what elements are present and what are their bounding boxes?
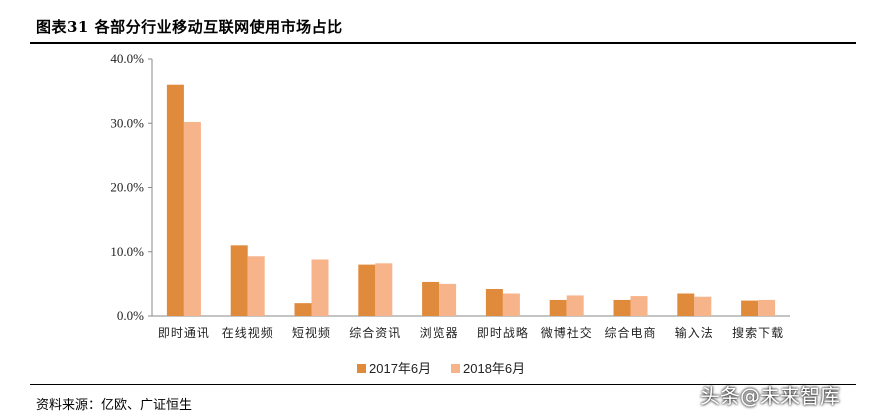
legend-swatch — [357, 364, 366, 373]
legend-label: 2018年6月 — [463, 361, 525, 376]
bar — [549, 299, 567, 316]
bar — [230, 245, 248, 316]
bar — [630, 296, 648, 316]
y-tick-label: 10.0% — [110, 244, 144, 259]
category-label: 综合资讯 — [349, 325, 401, 340]
bars — [166, 84, 776, 316]
category-label: 综合电商 — [604, 325, 656, 340]
legend: 2017年6月 2018年6月 — [357, 361, 525, 376]
bar — [677, 293, 695, 316]
bar — [311, 259, 329, 316]
source-rule — [30, 384, 856, 385]
category-label: 搜索下载 — [732, 325, 784, 340]
bar — [375, 263, 393, 316]
category-label: 短视频 — [292, 325, 331, 340]
category-label: 微博社交 — [541, 325, 593, 340]
y-tick-label: 40.0% — [110, 51, 144, 66]
title-rule — [30, 42, 856, 44]
bar — [183, 121, 201, 316]
category-label: 即时战略 — [477, 325, 529, 340]
category-labels: 即时通讯 在线视频 短视频 综合资讯 浏览器 即时战略 微博社交 综合电商 输入法 搜索下载 — [158, 325, 784, 340]
y-tick-label: 20.0% — [110, 180, 144, 195]
category-label: 在线视频 — [222, 325, 274, 340]
source-note: 资料来源：亿欧、广证恒生 — [36, 398, 193, 413]
legend-swatch — [451, 364, 460, 373]
bar — [758, 299, 776, 316]
bar — [502, 293, 520, 316]
bar — [485, 289, 503, 316]
bar-chart: 0.0% 10.0% 20.0% 30.0% 40.0% 即时通讯 在线视频 短视频 综合资讯… — [110, 51, 790, 376]
bar — [613, 299, 631, 316]
bar — [741, 300, 759, 316]
category-label: 浏览器 — [420, 325, 459, 340]
bar — [566, 295, 584, 316]
bar — [294, 303, 312, 316]
bar — [247, 256, 265, 316]
bar — [422, 281, 440, 316]
category-label: 即时通讯 — [158, 326, 210, 340]
bar — [358, 264, 376, 316]
watermark: 头条@未来智库 — [700, 384, 840, 408]
bar — [166, 84, 184, 316]
legend-label: 2017年6月 — [369, 361, 431, 376]
bar — [439, 283, 457, 316]
y-tick-label: 0.0% — [117, 308, 144, 323]
figure-title: 图表31 各部分行业移动互联网使用市场占比 — [36, 18, 343, 36]
category-label: 输入法 — [675, 325, 714, 340]
bar — [694, 296, 712, 316]
y-axis: 0.0% 10.0% 20.0% 30.0% 40.0% — [110, 51, 790, 323]
y-tick-label: 30.0% — [110, 115, 144, 130]
